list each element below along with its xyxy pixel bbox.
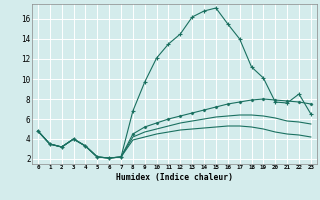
X-axis label: Humidex (Indice chaleur): Humidex (Indice chaleur) xyxy=(116,173,233,182)
